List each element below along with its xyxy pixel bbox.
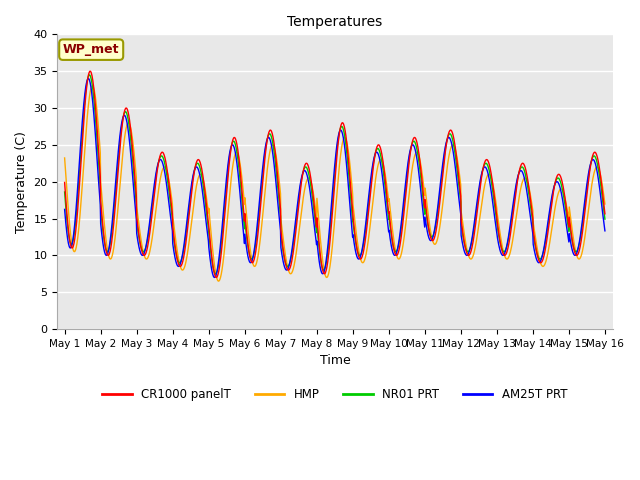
Y-axis label: Temperature (C): Temperature (C) bbox=[15, 131, 28, 233]
HMP bbox=[601, 201, 609, 207]
AM25T PRT bbox=[490, 208, 498, 214]
HMP bbox=[214, 278, 222, 284]
AM25T PRT bbox=[168, 225, 176, 231]
NR01 PRT bbox=[86, 72, 93, 78]
CR1000 panelT bbox=[538, 260, 545, 265]
HMP bbox=[538, 262, 545, 268]
AM25T PRT bbox=[61, 206, 68, 212]
Line: NR01 PRT: NR01 PRT bbox=[65, 75, 605, 274]
HMP bbox=[419, 179, 427, 185]
CR1000 panelT bbox=[242, 223, 250, 228]
AM25T PRT bbox=[242, 241, 250, 247]
AM25T PRT bbox=[419, 211, 427, 216]
NR01 PRT bbox=[61, 189, 68, 195]
HMP bbox=[242, 207, 250, 213]
CR1000 panelT bbox=[212, 275, 220, 280]
CR1000 panelT bbox=[181, 245, 189, 251]
Title: Temperatures: Temperatures bbox=[287, 15, 383, 29]
HMP bbox=[181, 262, 189, 268]
Line: HMP: HMP bbox=[65, 86, 605, 281]
HMP bbox=[490, 186, 498, 192]
AM25T PRT bbox=[211, 275, 218, 280]
NR01 PRT bbox=[212, 271, 220, 276]
NR01 PRT bbox=[242, 228, 250, 234]
Line: AM25T PRT: AM25T PRT bbox=[65, 79, 605, 277]
NR01 PRT bbox=[419, 197, 427, 203]
AM25T PRT bbox=[538, 256, 545, 262]
NR01 PRT bbox=[601, 216, 609, 222]
NR01 PRT bbox=[181, 238, 189, 243]
CR1000 panelT bbox=[490, 189, 498, 195]
AM25T PRT bbox=[601, 228, 609, 234]
HMP bbox=[168, 198, 176, 204]
HMP bbox=[88, 83, 96, 89]
CR1000 panelT bbox=[168, 208, 176, 214]
NR01 PRT bbox=[490, 196, 498, 202]
Text: WP_met: WP_met bbox=[63, 43, 120, 56]
Line: CR1000 panelT: CR1000 panelT bbox=[65, 71, 605, 277]
CR1000 panelT bbox=[419, 190, 427, 195]
CR1000 panelT bbox=[61, 180, 68, 185]
NR01 PRT bbox=[538, 255, 545, 261]
AM25T PRT bbox=[84, 76, 92, 82]
CR1000 panelT bbox=[601, 211, 609, 216]
NR01 PRT bbox=[168, 213, 176, 219]
HMP bbox=[61, 155, 68, 161]
Legend: CR1000 panelT, HMP, NR01 PRT, AM25T PRT: CR1000 panelT, HMP, NR01 PRT, AM25T PRT bbox=[98, 383, 572, 406]
AM25T PRT bbox=[181, 233, 189, 239]
CR1000 panelT bbox=[86, 68, 94, 74]
X-axis label: Time: Time bbox=[319, 354, 350, 367]
